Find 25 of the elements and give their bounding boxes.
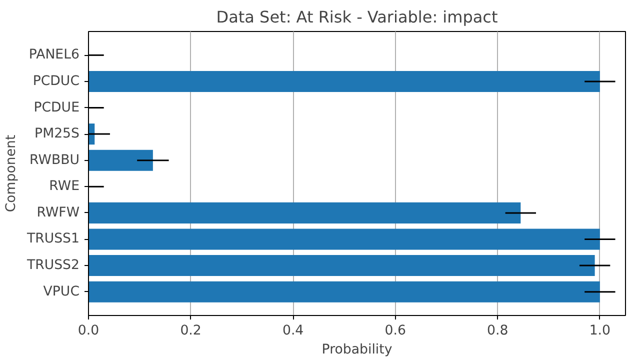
y-axis-title: Component: [4, 134, 19, 212]
x-tick-label: 1.0: [589, 324, 611, 338]
y-tick-label: PM25S: [34, 126, 80, 142]
x-tick-label: 0.6: [384, 324, 406, 338]
bar: [88, 150, 153, 171]
y-tick-label: RWE: [49, 179, 80, 194]
y-tick-label: VPUC: [43, 284, 80, 300]
y-tick-label: RWBBU: [30, 152, 80, 168]
y-tick-label: PCDUC: [32, 74, 80, 89]
y-tick-label: PANEL6: [28, 48, 80, 63]
x-tick-label: 0.8: [487, 324, 508, 338]
bar: [88, 281, 600, 302]
x-tick-label: 0.0: [78, 324, 100, 338]
y-tick-label: RWFW: [36, 205, 80, 220]
y-tick-label: TRUSS1: [26, 232, 80, 247]
x-tick-label: 0.4: [282, 324, 304, 338]
x-tick-label: 0.2: [180, 324, 202, 338]
bar: [88, 70, 600, 92]
bar: [88, 228, 600, 250]
y-tick-label: PCDUE: [34, 100, 80, 116]
y-tick-label: TRUSS2: [26, 258, 80, 274]
chart-title: Data Set: At Risk - Variable: impact: [216, 8, 498, 26]
bar: [88, 202, 521, 224]
bar: [88, 255, 595, 276]
x-axis-title: Probability: [322, 342, 392, 358]
